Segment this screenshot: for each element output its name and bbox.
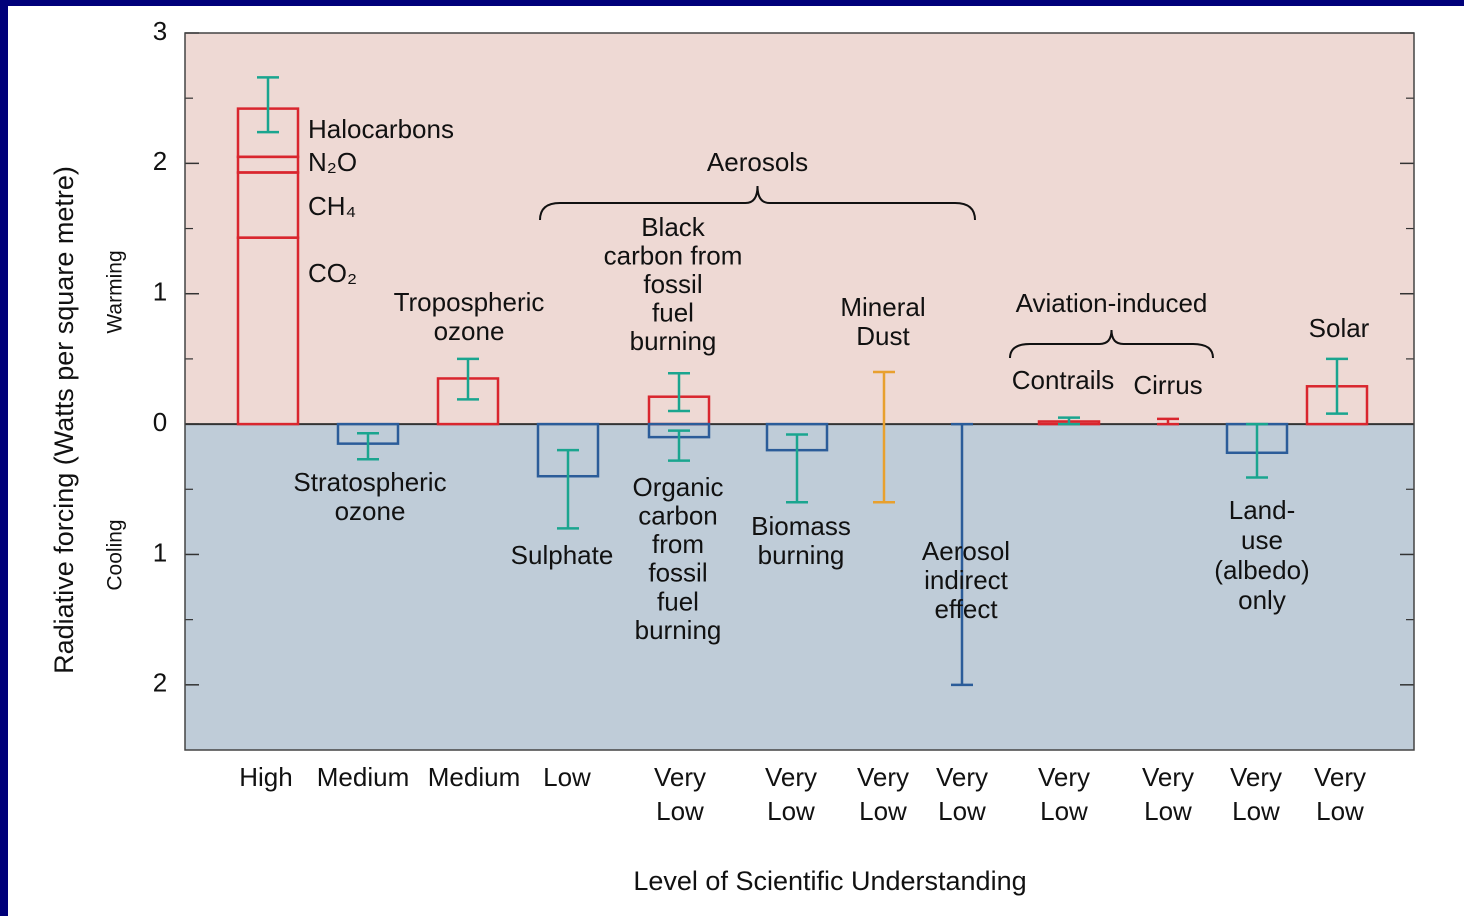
plot-frame	[184, 32, 1415, 751]
cooling-region	[185, 424, 1414, 750]
group-label: Aviation-induced	[1016, 288, 1208, 318]
bar-label: Organic	[632, 472, 723, 502]
cooling-label: Cooling	[104, 519, 127, 590]
error-bar	[257, 76, 279, 134]
y-tick-label: 1	[153, 277, 167, 307]
bar-label: burning	[630, 326, 717, 356]
segment-label: Halocarbons	[308, 114, 454, 144]
group-brace	[539, 185, 976, 221]
bar-label: effect	[934, 594, 998, 624]
y-tick-label: 0	[153, 407, 167, 437]
y-tick-label: 2	[153, 668, 167, 698]
x-tick-label: High	[239, 762, 292, 792]
error-bar	[1157, 417, 1179, 426]
x-tick-label: Very Low	[1142, 762, 1194, 826]
bar-label: Biomass	[751, 511, 851, 541]
bar-label: carbon	[638, 500, 718, 530]
segment-label: CO₂	[308, 258, 357, 288]
bar-label: Contrails	[1012, 365, 1115, 395]
x-tick-label: Very Low	[1038, 762, 1090, 826]
bar-label: fuel	[657, 586, 699, 616]
bar-label: Black	[641, 212, 706, 242]
segment-label: N₂O	[308, 147, 357, 177]
bar-label: Stratospheric	[293, 467, 446, 497]
x-tick-label: Very Low	[1230, 762, 1282, 826]
bar-label: carbon from	[604, 240, 743, 270]
bar-label: Aerosol	[922, 536, 1010, 566]
bar-label: fuel	[652, 297, 694, 327]
error-bar	[951, 422, 973, 687]
x-tick-label: Medium	[428, 762, 520, 792]
error-bar	[457, 357, 479, 401]
error-bar	[668, 429, 690, 462]
bar-label: ozone	[434, 316, 505, 346]
x-axis-label: Level of Scientific Understanding	[633, 866, 1026, 896]
bar-label: ozone	[335, 496, 406, 526]
warming-label: Warming	[104, 250, 127, 333]
bar-label: burning	[758, 540, 845, 570]
y-tick-label: 1	[153, 537, 167, 567]
x-tick-label: Medium	[317, 762, 409, 792]
bar-label: Sulphate	[511, 540, 614, 570]
bar-label: fossil	[643, 269, 702, 299]
bar-label: from	[652, 529, 704, 559]
bar-label: Tropospheric	[394, 287, 545, 317]
error-bar	[357, 431, 379, 461]
x-tick-label: Very Low	[1314, 762, 1366, 826]
warming-region	[185, 33, 1414, 425]
x-tick-label: Very Low	[857, 762, 909, 826]
bar-label: use	[1241, 525, 1283, 555]
group-brace	[1009, 329, 1214, 359]
error-bar	[557, 448, 579, 530]
bar-label: Cirrus	[1133, 370, 1202, 400]
y-tick-label: 2	[153, 146, 167, 176]
bar-label: Mineral	[840, 292, 925, 322]
x-tick-label: Very Low	[654, 762, 706, 826]
bar-label: fossil	[648, 558, 707, 588]
bar-label: indirect	[924, 565, 1009, 595]
x-tick-label: Low	[543, 762, 591, 792]
x-tick-label: Very Low	[936, 762, 988, 826]
bar-label: burning	[635, 615, 722, 645]
error-bar	[873, 370, 895, 504]
group-label: Aerosols	[707, 147, 808, 177]
error-bar	[1326, 357, 1348, 415]
bar-label: only	[1238, 585, 1286, 615]
segment-label: CH₄	[308, 191, 356, 221]
bar-label: (albedo)	[1214, 555, 1309, 585]
bar-label: Land-	[1229, 495, 1296, 525]
bar-label: Dust	[856, 321, 910, 351]
y-tick-label: 3	[153, 16, 167, 46]
y-axis-label: Radiative forcing (Watts per square metr…	[49, 166, 79, 674]
error-bar	[1246, 422, 1268, 479]
error-bar	[786, 433, 808, 504]
error-bar	[668, 371, 690, 413]
x-tick-label: Very Low	[765, 762, 817, 826]
bar-label: Solar	[1309, 313, 1370, 343]
error-bar	[1058, 416, 1080, 426]
